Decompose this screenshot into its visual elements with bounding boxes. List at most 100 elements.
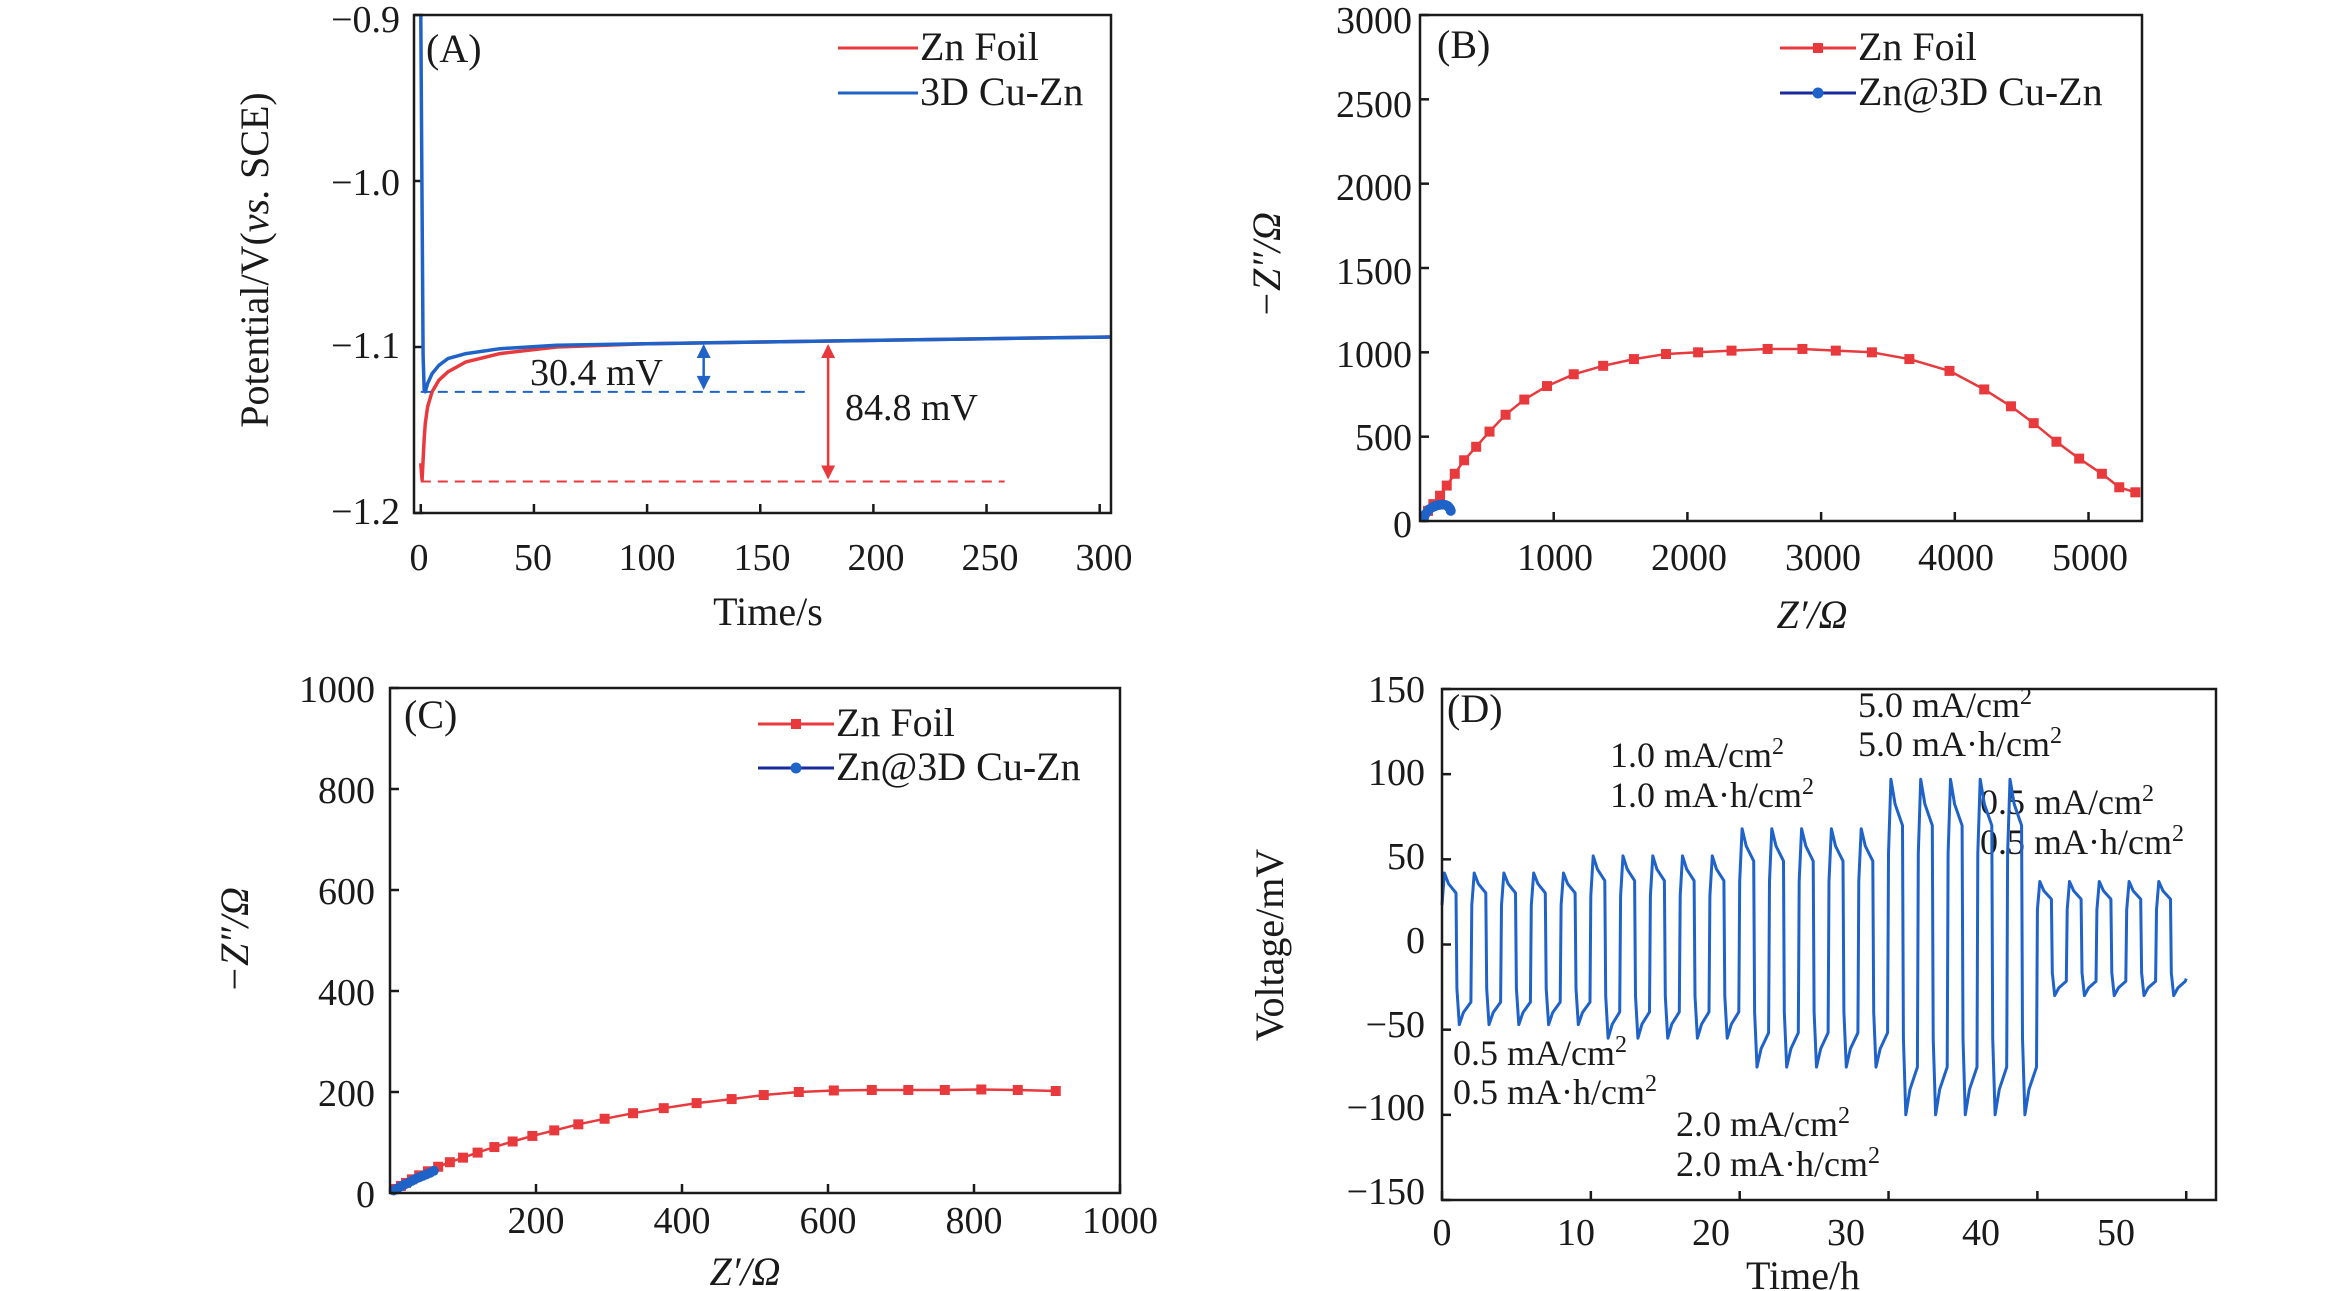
panel-c-xtick-label: 200 [508,1200,565,1242]
panel-c-ytick-label: 1000 [299,669,375,711]
panel-d-note-sup: 2 [1868,1143,1880,1169]
panel-b-plot-area [1419,13,2141,523]
panel-d-note-sup: 2 [1772,734,1784,760]
panel-c-legend-label: Zn Foil [836,700,955,745]
panel-a-arrowhead [821,465,836,480]
panel-c-xtick-label: 1000 [1082,1200,1158,1242]
panel-a-xtick-label: 200 [848,537,905,579]
panel-d-note-line2: 5.0 mA·h/cm2 [1858,723,2062,764]
panel-d-xtick-label: 20 [1692,1212,1730,1254]
panel-b-data-point [1441,480,1452,491]
panel-a-ylabel-part: vs. [232,189,277,232]
panel-d-note-text: 0.5 mA/cm [1980,782,2142,822]
panel-c-legend-marker [791,719,801,729]
panel-d-note-line2: 2.0 mA·h/cm2 [1676,1143,1880,1184]
panel-b: 0 500 1000 1500 2000 2500 3000 1000 2000… [1244,0,2144,637]
panel-c-label: (C) [404,692,457,737]
panel-b-data-point [1598,360,1609,371]
panel-c-data-point [444,1157,455,1168]
panel-b-data-point [1628,354,1639,365]
panel-d-ytick-label: 100 [1368,752,1425,794]
panel-d-xtick-label: 40 [1962,1212,2000,1254]
panel-b-data-point [1435,490,1446,501]
panel-b-data-point [2096,468,2107,479]
panel-c-axes-frame [388,686,1122,1195]
panel-b-data-point [1661,349,1672,360]
panel-c-data-point [489,1142,500,1153]
panel-a-xtick-label: 250 [962,537,1019,579]
panel-c-data-point [599,1113,610,1124]
panel-c-data-point [527,1130,538,1141]
panel-c-ytick-label: 400 [318,972,375,1014]
panel-b-data-point [1445,505,1456,516]
panel-b-data-point [1449,468,1460,479]
panel-c-data-point [758,1090,769,1101]
panel-d-voltage-trace [1440,777,2188,1117]
panel-a-ylabel-part: SCE) [232,92,277,189]
panel-a-arrowhead [821,344,836,359]
panel-d-axes-frame [1440,687,2218,1202]
panel-b-ylabel: −Z″/Ω [1244,212,1289,318]
panel-b-data-point [1519,394,1530,405]
panel-d-note-line1: 5.0 mA/cm2 [1858,684,2032,725]
panel-b-ytick-label: 1000 [1336,334,1412,376]
panel-d-xlabel: Time/h [1746,1253,1860,1291]
panel-d-note-line1: 0.5 mA/cm2 [1980,781,2154,822]
panel-b-data-point [2028,418,2039,429]
panel-d-ytick-label: 0 [1406,920,1425,962]
panel-b-data-point [1944,365,1955,376]
panel-d-note-line1: 0.5 mA/cm2 [1453,1032,1627,1073]
panel-d-ytick-label: 50 [1387,836,1425,878]
panel-b-data-point [2074,453,2085,464]
panel-c-data-point [793,1087,804,1097]
panel-a-ylabel-part: Potential/V( [232,232,277,428]
panel-d-xtick-label: 0 [1433,1212,1452,1254]
panel-a-xtick-label: 100 [619,537,676,579]
panel-d-xtick-label: 50 [2097,1212,2135,1254]
panel-c-data-point [573,1119,584,1130]
panel-c-xtick-label: 400 [654,1200,711,1242]
panel-d-note-text: 0.5 mA/cm [1453,1033,1615,1073]
panel-c-ylabel: −Z″/Ω [212,887,257,993]
panel-b-axes-frame [1418,13,2144,523]
panel-b-ytick-label: 2000 [1336,167,1412,209]
panel-c-ytick-label: 600 [318,871,375,913]
panel-b-xlabel: Z′/Ω [1776,592,1847,637]
panel-b-legend-marker [1812,87,1824,99]
panel-d-note-text: 5.0 mA·h/cm [1858,724,2050,764]
panel-d-ylabel: Voltage/mV [1247,849,1292,1042]
panel-a-xtick-label: 300 [1076,537,1133,579]
panel-c-plot-area [388,686,1122,1196]
panel-a-ytick-label: −1.2 [331,491,400,533]
panel-d-ytick-label: −50 [1366,1004,1425,1046]
panel-b-data-point [2114,482,2125,493]
panel-c-ytick-label: 200 [318,1073,375,1115]
panel-d-note-text: 1.0 mA/cm [1610,735,1772,775]
panel-d-ytick-label: 150 [1368,669,1425,711]
panel-d-note-text: 2.0 mA·h/cm [1676,1144,1868,1184]
panel-d-note-line1: 2.0 mA/cm2 [1676,1103,1850,1144]
panel-a-annotation-red: 84.8 mV [845,387,979,429]
panel-b-data-point [1904,354,1915,365]
panel-b-data-point [2005,401,2016,412]
panel-d-note-line2: 0.5 mA·h/cm2 [1980,821,2184,862]
panel-b-data-point [1484,426,1495,437]
panel-d-ytick-label: −150 [1347,1171,1425,1213]
panel-b-ytick-label: 500 [1355,417,1412,459]
panel-a-ylabel: Potential/V(vs. SCE) [232,92,277,428]
panel-b-data-point [1471,441,1482,452]
panel-c-xlabel: Z′/Ω [709,1249,780,1291]
panel-c-ytick-label: 0 [356,1174,375,1216]
panel-d-note-sup: 2 [1802,774,1814,800]
panel-d-note-sup: 2 [1645,1071,1657,1097]
panel-b-data-point [2051,436,2062,447]
panel-b-data-point [1726,345,1737,356]
panel-c-ytick-label: 800 [318,770,375,812]
panel-a-arrowhead [696,375,711,390]
panel-b-label: (B) [1437,22,1490,67]
panel-c-data-point [726,1094,737,1105]
panel-a-legend-label: Zn Foil [920,24,1039,69]
panel-b-ytick-label: 0 [1393,504,1412,546]
